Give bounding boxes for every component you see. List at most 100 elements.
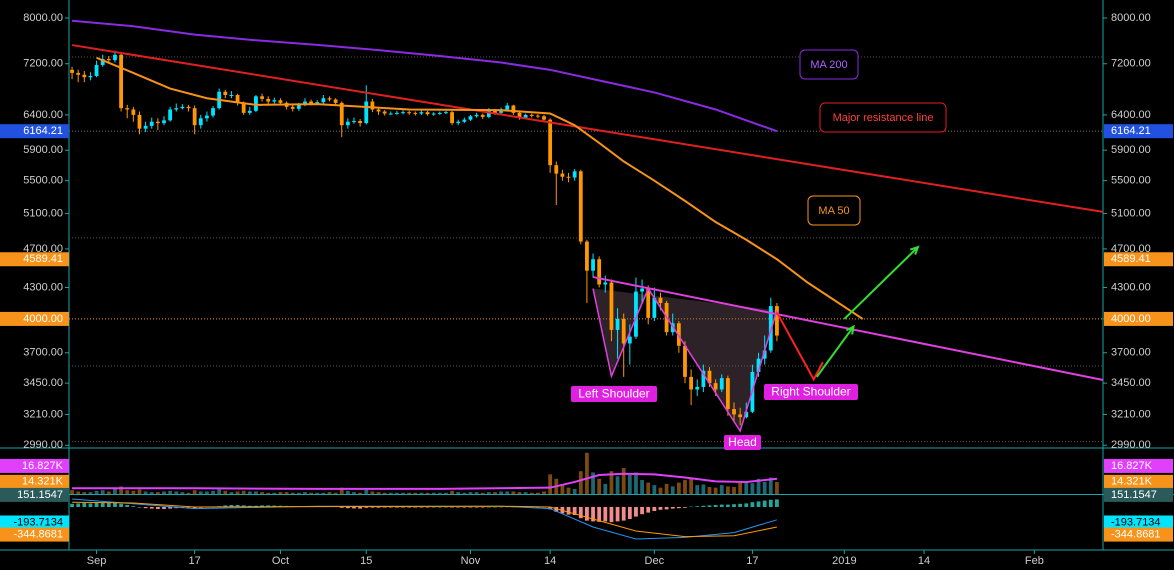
volume-bar [303,492,307,494]
candle-body [395,112,399,114]
candle-body [535,115,540,117]
candle-body [327,98,332,100]
volume-bar [358,492,363,494]
candle-body [155,121,160,124]
volume-bar [658,487,663,494]
volume-label: 16.827K [1111,460,1153,472]
histogram-bar [382,507,387,508]
volume-bar [113,488,117,494]
histogram-bar [106,502,111,507]
candle-body [529,114,534,116]
y-tick-label: 3450.00 [23,377,63,389]
histogram-bar [70,503,74,507]
candle-body [106,58,111,61]
volume-bar [775,481,779,494]
candle-body [591,259,595,271]
volume-bar [180,492,185,494]
histogram-bar [401,507,405,508]
y-tick-label: 2990.00 [23,439,63,451]
volume-bar [670,486,675,494]
price-label-box [0,252,69,267]
histogram-bar [658,507,663,510]
callouts: MA 200 Major resistance line MA 50 Left … [571,49,947,450]
candle-body [462,119,467,122]
candle-body [321,98,326,103]
histogram-bar [192,507,197,509]
histogram-bar [364,507,369,508]
candle-body [137,114,142,129]
volume-bar [523,492,528,494]
y-tick-label: 3700.00 [23,347,63,359]
candle-body [125,108,130,110]
volume-bar [597,478,602,494]
volume-bar [155,492,160,494]
pattern-label-box [724,435,761,450]
pattern-label: Head [728,435,757,449]
price-label-box [0,311,69,326]
candle-body [646,288,651,318]
volume-bar [309,492,314,494]
volume-bar [762,481,767,494]
volume-bar [143,491,148,494]
candle-body [388,113,393,115]
oscillator-label-box [1104,487,1173,502]
candle-body [744,411,749,418]
volume-bar [744,481,749,494]
volume-bar [578,471,583,494]
volume-bar [480,492,485,494]
volume-bar [370,491,375,494]
candle-body [413,112,418,114]
candle-body [309,101,314,104]
candle-body [174,108,179,110]
histogram-bar [627,507,632,519]
volume-bar [388,492,393,494]
y-tick-label: 5900.00 [23,144,63,156]
histogram-bar [468,507,473,508]
candle-body [131,109,136,115]
volume-bar [241,490,246,494]
y-tick-label: 3700.00 [1111,347,1151,359]
histogram-bar [113,502,117,507]
candle-body [548,119,553,166]
volume-bar [732,487,736,494]
oscillator-label: -344.8681 [13,528,63,540]
y-tick-label: 3210.00 [1111,408,1151,420]
histogram-bar [750,502,755,507]
volume-bar [695,485,700,494]
candle-body [296,104,301,109]
volume-label-box [0,474,69,489]
volume-bar [627,474,632,494]
candle-body [719,378,724,390]
pattern-outline [592,286,778,433]
volume-bar [725,486,730,494]
x-tick-label: 2019 [832,555,856,567]
candle-body [76,72,81,75]
volume-ma [72,472,778,490]
volume-bar [137,489,142,494]
histogram-bar [640,507,644,515]
candle-body [82,74,87,78]
histogram-bar [235,505,240,507]
candle-body [315,102,320,104]
candle-body [247,110,252,113]
histogram-bar [407,507,412,508]
volume-label: 14.321K [22,476,64,488]
volume-bar [413,492,418,494]
volume-bar [278,492,283,494]
volume-label-box [0,458,69,473]
candle-body [211,108,215,116]
arrow [843,246,919,320]
histogram-bar [241,505,246,507]
candle-body [775,306,779,336]
histogram-bar [554,507,559,512]
callout-box [819,102,947,133]
volume-bar [676,482,681,494]
volume-bar [407,492,412,494]
x-tick-label: 17 [189,555,201,567]
histogram-bar [775,499,779,507]
candle-body [560,173,565,177]
pattern-label: Left Shoulder [578,387,649,401]
price-label-box [1104,124,1173,139]
histogram-bar [744,503,749,507]
pattern-fill [593,288,777,431]
